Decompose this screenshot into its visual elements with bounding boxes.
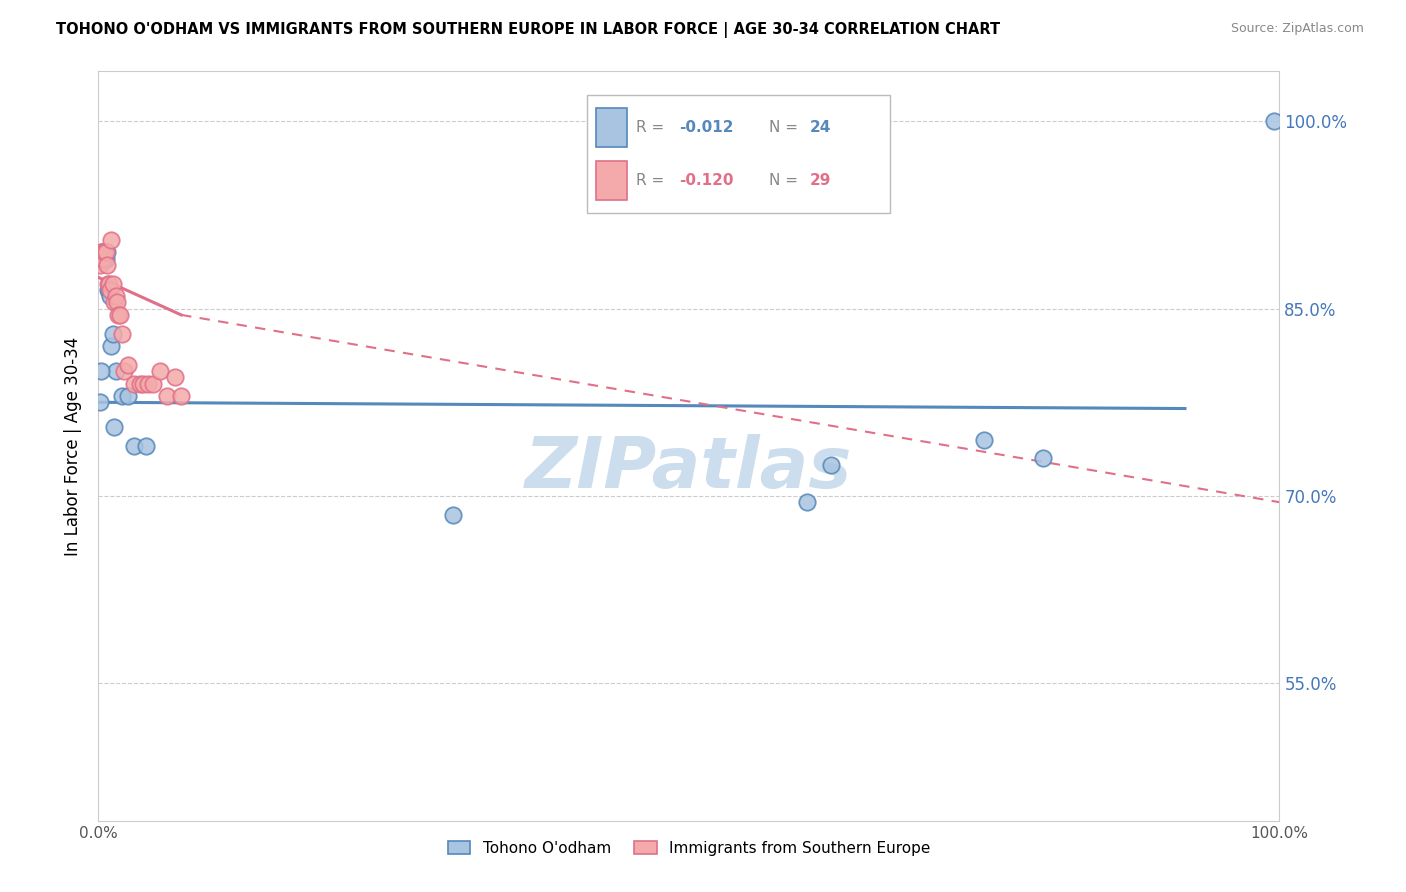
- Point: [101, 326, 124, 341]
- Point: [96, 258, 118, 272]
- Text: N =: N =: [769, 120, 799, 135]
- Point: [97, 283, 120, 297]
- Point: [98, 289, 121, 303]
- Point: [89, 258, 111, 272]
- Point: [117, 389, 139, 403]
- Text: -0.120: -0.120: [679, 173, 734, 188]
- Y-axis label: In Labor Force | Age 30-34: In Labor Force | Age 30-34: [63, 336, 82, 556]
- Point: [90, 245, 112, 260]
- Point: [135, 439, 157, 453]
- Point: [973, 433, 995, 447]
- Point: [112, 364, 135, 378]
- Point: [128, 376, 150, 391]
- Point: [94, 252, 117, 266]
- Point: [98, 277, 121, 291]
- Point: [89, 395, 111, 409]
- Point: [111, 389, 134, 403]
- Point: [93, 252, 115, 266]
- Point: [1263, 114, 1285, 128]
- Text: 29: 29: [810, 173, 831, 188]
- Point: [103, 295, 125, 310]
- Point: [91, 252, 114, 266]
- Text: 24: 24: [810, 120, 831, 135]
- Point: [796, 495, 818, 509]
- Point: [441, 508, 464, 522]
- Point: [90, 364, 112, 378]
- Point: [136, 376, 159, 391]
- Point: [98, 283, 121, 297]
- Point: [91, 252, 114, 266]
- Text: TOHONO O'ODHAM VS IMMIGRANTS FROM SOUTHERN EUROPE IN LABOR FORCE | AGE 30-34 COR: TOHONO O'ODHAM VS IMMIGRANTS FROM SOUTHE…: [56, 22, 1000, 38]
- Point: [100, 233, 122, 247]
- Text: -0.012: -0.012: [679, 120, 734, 135]
- Point: [132, 376, 155, 391]
- Point: [111, 326, 134, 341]
- Point: [122, 376, 145, 391]
- Point: [1032, 451, 1054, 466]
- Point: [170, 389, 193, 403]
- Point: [94, 245, 117, 260]
- Point: [91, 245, 114, 260]
- Text: R =: R =: [636, 120, 664, 135]
- Point: [97, 277, 120, 291]
- Text: Source: ZipAtlas.com: Source: ZipAtlas.com: [1230, 22, 1364, 36]
- Legend: Tohono O'odham, Immigrants from Southern Europe: Tohono O'odham, Immigrants from Southern…: [441, 834, 936, 862]
- Point: [98, 283, 121, 297]
- Point: [107, 308, 129, 322]
- Point: [165, 370, 187, 384]
- Point: [149, 364, 172, 378]
- Point: [91, 245, 114, 260]
- Point: [105, 295, 128, 310]
- Point: [100, 339, 122, 353]
- Point: [142, 376, 165, 391]
- Text: R =: R =: [636, 173, 664, 188]
- Point: [108, 308, 131, 322]
- Bar: [596, 161, 627, 200]
- Text: N =: N =: [769, 173, 799, 188]
- Point: [103, 420, 125, 434]
- Point: [117, 358, 139, 372]
- Point: [820, 458, 842, 472]
- Point: [105, 364, 128, 378]
- Text: ZIPatlas: ZIPatlas: [526, 434, 852, 503]
- Bar: [596, 108, 627, 146]
- Point: [93, 245, 115, 260]
- FancyBboxPatch shape: [586, 95, 890, 213]
- Point: [156, 389, 179, 403]
- Point: [105, 289, 128, 303]
- Point: [96, 245, 118, 260]
- Point: [101, 277, 124, 291]
- Point: [122, 439, 145, 453]
